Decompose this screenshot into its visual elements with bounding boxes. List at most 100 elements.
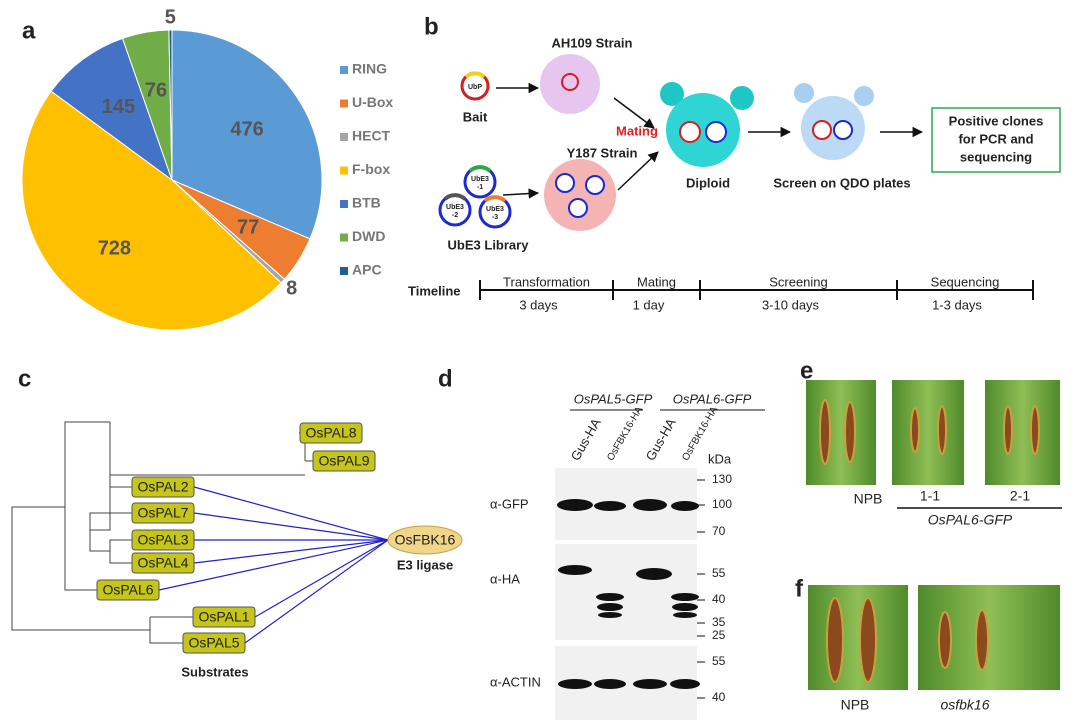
interaction <box>254 539 389 618</box>
label: Y187 Strain <box>567 145 638 160</box>
label: Diploid <box>686 175 730 190</box>
marker: 70 <box>712 524 726 538</box>
ligase-node <box>387 525 463 555</box>
legend-swatch <box>340 99 348 108</box>
label: OsPAL6-GFP <box>928 512 1013 528</box>
stage-name: Screening <box>769 274 828 289</box>
marker: 40 <box>712 690 726 704</box>
leaf-label: OsPAL9 <box>318 453 369 469</box>
stage-duration: 3 days <box>519 297 558 312</box>
label: 1-1 <box>920 488 940 504</box>
pie-slice <box>21 90 282 331</box>
plasmid-insert <box>443 193 467 201</box>
interaction <box>193 539 389 564</box>
legend-swatch <box>340 267 348 275</box>
leaf-box <box>299 422 363 444</box>
leaf-label: OsPAL8 <box>305 425 356 441</box>
timeline-title: Timeline <box>408 283 461 298</box>
legend-swatch <box>340 166 348 175</box>
legend-swatch <box>340 200 348 208</box>
data-label: 77 <box>237 216 259 238</box>
legend-label: F-box <box>352 161 390 177</box>
stage-name: Transformation <box>503 274 590 289</box>
marker: 40 <box>712 592 726 606</box>
leaf-box <box>131 529 195 551</box>
label: UbE3 <box>446 204 464 211</box>
plasmid-insert <box>468 165 492 173</box>
label: AH109 Strain <box>552 35 633 50</box>
cell <box>666 93 740 167</box>
legend-swatch <box>340 66 348 74</box>
group-label: OsPAL5-GFP <box>574 391 653 406</box>
plasmid <box>561 73 579 91</box>
leaf-box <box>131 502 195 524</box>
legend-label: DWD <box>352 228 385 244</box>
cell <box>540 54 600 114</box>
legend-swatch <box>340 133 348 141</box>
marker: 25 <box>712 628 726 642</box>
legend-label: U-Box <box>352 94 393 110</box>
leaf-label: OsPAL5 <box>188 635 239 651</box>
panel-label: f <box>795 575 804 602</box>
group-label: OsPAL6-GFP <box>673 391 752 406</box>
label: osfbk16 <box>940 697 989 713</box>
screening-diagram: AH109 Strain UbP Bait Y187 Strain UbE3-1… <box>408 35 1061 312</box>
leaf-label: OsPAL4 <box>137 555 188 571</box>
label: -3 <box>492 214 498 221</box>
stage-duration: 3-10 days <box>762 297 820 312</box>
pie-slice <box>50 37 174 182</box>
data-label: 8 <box>286 277 297 299</box>
leaf-box <box>96 579 160 601</box>
label: NPB <box>841 697 870 713</box>
unit: kDa <box>708 451 732 466</box>
data-label: 5 <box>165 6 176 28</box>
marker: 55 <box>712 566 726 580</box>
label: Substrates <box>181 664 248 679</box>
stage-duration: 1-3 days <box>932 297 982 312</box>
label: Positive clones <box>949 113 1044 128</box>
interaction <box>158 539 389 591</box>
leaf-label: OsPAL3 <box>137 532 188 548</box>
panel-label: e <box>800 357 813 384</box>
label: for PCR and <box>958 131 1033 146</box>
data-label: 476 <box>230 119 263 141</box>
lane-label: Gus-HA <box>568 415 604 463</box>
antibody: α-ACTIN <box>490 674 541 689</box>
leaf-photo <box>808 585 1060 690</box>
pie-slice <box>171 29 323 240</box>
antibody: α-GFP <box>490 496 529 511</box>
cell <box>801 96 865 160</box>
legend-swatch <box>340 233 348 242</box>
marker: 100 <box>712 497 732 511</box>
label: UbE3 <box>471 176 489 183</box>
stage-name: Sequencing <box>931 274 1000 289</box>
leaf-photo <box>806 380 1060 485</box>
leaf-box <box>131 476 195 498</box>
panel-label: a <box>22 17 36 44</box>
lane-label: OsFBK16-HA <box>605 405 645 463</box>
stage-duration: 1 day <box>633 297 665 312</box>
data-label: 728 <box>98 237 131 259</box>
stage-name: Mating <box>637 274 676 289</box>
leaf-label: OsPAL7 <box>137 505 188 521</box>
label: Bait <box>463 109 488 124</box>
leaf-box <box>192 606 256 628</box>
leaf-label: OsPAL2 <box>137 479 188 495</box>
label: UbE3 <box>486 206 504 213</box>
label: UbP <box>468 84 482 91</box>
interaction <box>193 486 389 541</box>
leaf-box <box>131 552 195 574</box>
plasmid-insert <box>483 195 507 203</box>
cell <box>544 159 616 231</box>
result-box <box>931 107 1061 173</box>
pie-slice <box>168 29 173 181</box>
label: E3 ligase <box>397 557 453 572</box>
legend-label: APC <box>352 262 382 278</box>
label: Screen on QDO plates <box>773 175 910 190</box>
marker: 55 <box>712 654 726 668</box>
label: -1 <box>477 184 483 191</box>
interaction <box>244 539 389 644</box>
lane-label: Gus-HA <box>643 415 679 463</box>
label: sequencing <box>960 149 1032 164</box>
